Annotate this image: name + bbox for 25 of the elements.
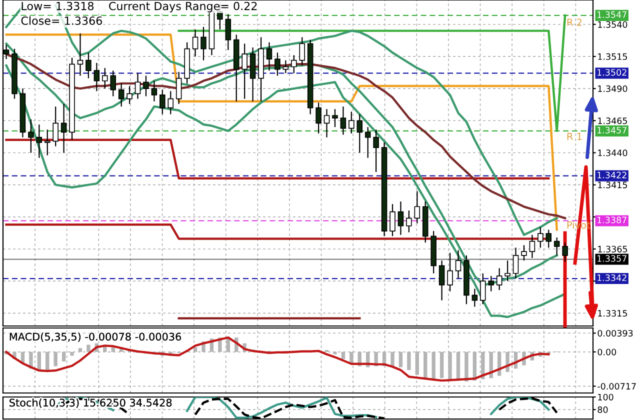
y-tick-label: 0.00393 xyxy=(598,330,633,337)
ref-line-label: 1.3387 xyxy=(598,216,626,224)
y-tick-label: -0.00717 xyxy=(598,382,636,390)
y-tick-label: 1.3365 xyxy=(598,246,628,252)
y-tick-label: 1.3415 xyxy=(598,182,628,188)
chart-title: MACD(5,35,5) -0.00078 -0.00036 xyxy=(10,332,182,342)
annotation: R 2 xyxy=(567,18,582,26)
annotation: Close= 1.3366 xyxy=(21,16,102,25)
y-tick-label: 1.3515 xyxy=(598,53,628,60)
y-tick-label: 1.3540 xyxy=(598,21,628,28)
annotation: R 1 xyxy=(567,132,582,140)
ref-line-label: 1.3457 xyxy=(598,126,626,134)
ref-line-label: 1.3357 xyxy=(598,255,626,262)
y-tick-label: 100 xyxy=(598,394,614,400)
annotation: Low= 1.3318 Current Days Range= 0.22 xyxy=(22,2,257,12)
ref-line-label: 1.3547 xyxy=(598,11,626,18)
y-tick-label: 1.3465 xyxy=(598,117,628,124)
ref-line-label: 1.3502 xyxy=(598,69,626,76)
y-tick-label: 1.3440 xyxy=(598,150,628,156)
y-tick-label: 1.3315 xyxy=(598,310,628,317)
ref-line-label: 1.3342 xyxy=(598,274,626,282)
y-tick-label: 0.00 xyxy=(598,348,616,356)
y-tick-label: 1.3490 xyxy=(598,85,628,92)
ref-line-label: 1.3422 xyxy=(598,172,626,178)
y-tick-label: 80 xyxy=(598,406,608,414)
